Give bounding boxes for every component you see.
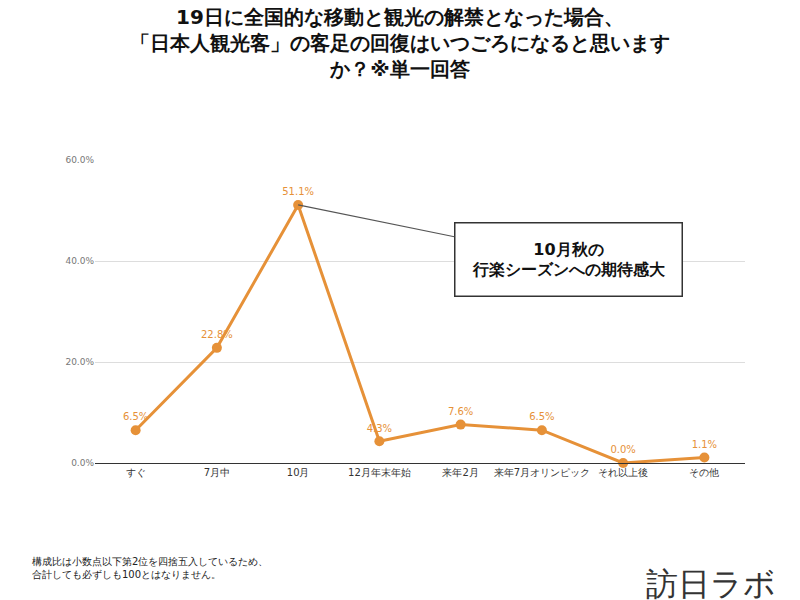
svg-text:訪日ラボ: 訪日ラボ [646, 565, 776, 600]
svg-text:10月秋の行楽シーズンへの期待感大: 10月秋の行楽シーズンへの期待感大 [472, 240, 666, 280]
svg-text:19日に全国的な移動と観光の解禁となった場合、「日本人観光客: 19日に全国的な移動と観光の解禁となった場合、「日本人観光客」の客足の回復はいつ… [130, 5, 670, 81]
svg-text:構成比は小数点以下第2位を四捨五入しているため、合計しても必: 構成比は小数点以下第2位を四捨五入しているため、合計しても必ずしも100とはなり… [32, 556, 268, 581]
svg-text:1.1%: 1.1% [692, 439, 717, 450]
svg-text:51.1%: 51.1% [282, 186, 314, 197]
svg-text:来年7月オリンピック: 来年7月オリンピック [494, 467, 590, 478]
svg-text:6.5%: 6.5% [529, 411, 554, 422]
svg-text:20.0%: 20.0% [65, 357, 94, 367]
svg-text:60.0%: 60.0% [65, 155, 94, 165]
svg-text:0.0%: 0.0% [71, 458, 94, 468]
svg-text:22.8%: 22.8% [201, 329, 233, 340]
svg-text:4.3%: 4.3% [367, 423, 392, 434]
svg-text:7月中: 7月中 [204, 467, 230, 478]
svg-text:10月: 10月 [287, 467, 310, 478]
svg-text:その他: その他 [689, 467, 719, 478]
svg-text:7.6%: 7.6% [448, 406, 473, 417]
svg-text:40.0%: 40.0% [65, 256, 94, 266]
svg-text:来年2月: 来年2月 [442, 467, 478, 478]
svg-text:それ以上後: それ以上後 [598, 467, 648, 478]
svg-text:すぐ: すぐ [126, 467, 146, 478]
svg-text:6.5%: 6.5% [123, 411, 148, 422]
svg-text:12月年末年始: 12月年末年始 [348, 467, 411, 478]
svg-text:0.0%: 0.0% [610, 444, 635, 455]
